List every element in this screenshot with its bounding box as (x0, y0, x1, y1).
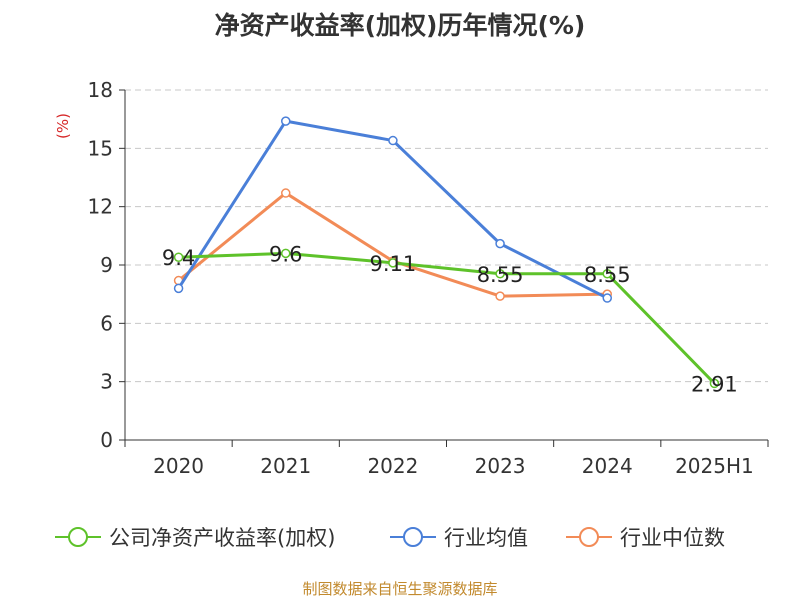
data-label: 8.55 (477, 263, 524, 287)
data-point (495, 238, 505, 249)
data-point (281, 248, 291, 259)
y-tick-label: 9 (100, 253, 113, 277)
data-labels: 9.4 9.6 9.11 8.55 8.55 2.91 (162, 242, 738, 396)
x-tick-label: 2021 (260, 454, 311, 478)
data-label: 8.55 (584, 263, 631, 287)
data-point (709, 378, 720, 389)
y-axis-label: (%) (54, 113, 72, 139)
data-point (602, 293, 612, 303)
data-point (281, 188, 291, 198)
chart-title: 净资产收益率(加权)历年情况(%) (214, 11, 586, 40)
data-point (602, 269, 612, 279)
y-tick-label: 3 (100, 370, 113, 394)
data-point (173, 252, 184, 262)
y-tick-label: 18 (88, 78, 113, 102)
data-point (495, 291, 505, 301)
x-tick-label: 2023 (475, 454, 526, 478)
y-tick-label: 6 (100, 311, 113, 335)
data-label: 9.4 (162, 246, 195, 270)
series-line (178, 251, 716, 385)
x-tick-label: 2025H1 (675, 454, 754, 478)
data-point (388, 135, 398, 146)
x-tick-label: 2022 (367, 454, 418, 478)
data-label: 9.6 (269, 242, 302, 266)
x-tick-label: 2024 (582, 454, 633, 478)
legend-marker (68, 527, 88, 547)
source-footer: 制图数据来自恒生聚源数据库 (302, 580, 498, 598)
legend-label: 行业均值 (444, 526, 528, 550)
legend-marker (403, 527, 423, 547)
legend: 公司净资产收益率(加权) 行业均值 行业中位数 (55, 526, 725, 550)
data-point (495, 269, 505, 279)
grid-lines (125, 89, 768, 383)
y-tick-label: 0 (100, 428, 113, 452)
y-tick-label: 15 (88, 136, 113, 160)
axes: 0 3 6 9 12 15 18 (%) 2020 2021 2022 2023 2024 2025H1 (54, 78, 769, 478)
data-point (281, 116, 291, 126)
data-point (173, 283, 184, 294)
legend-label: 公司净资产收益率(加权) (109, 526, 335, 550)
series-layer (173, 116, 720, 389)
series-line (177, 191, 608, 298)
x-tick-label: 2020 (153, 454, 204, 478)
y-tick-label: 12 (88, 195, 113, 219)
legend-label: 行业中位数 (620, 526, 725, 550)
data-label: 2.91 (691, 372, 738, 396)
data-point (388, 258, 398, 268)
data-label: 9.11 (370, 252, 417, 276)
legend-marker (579, 527, 599, 547)
